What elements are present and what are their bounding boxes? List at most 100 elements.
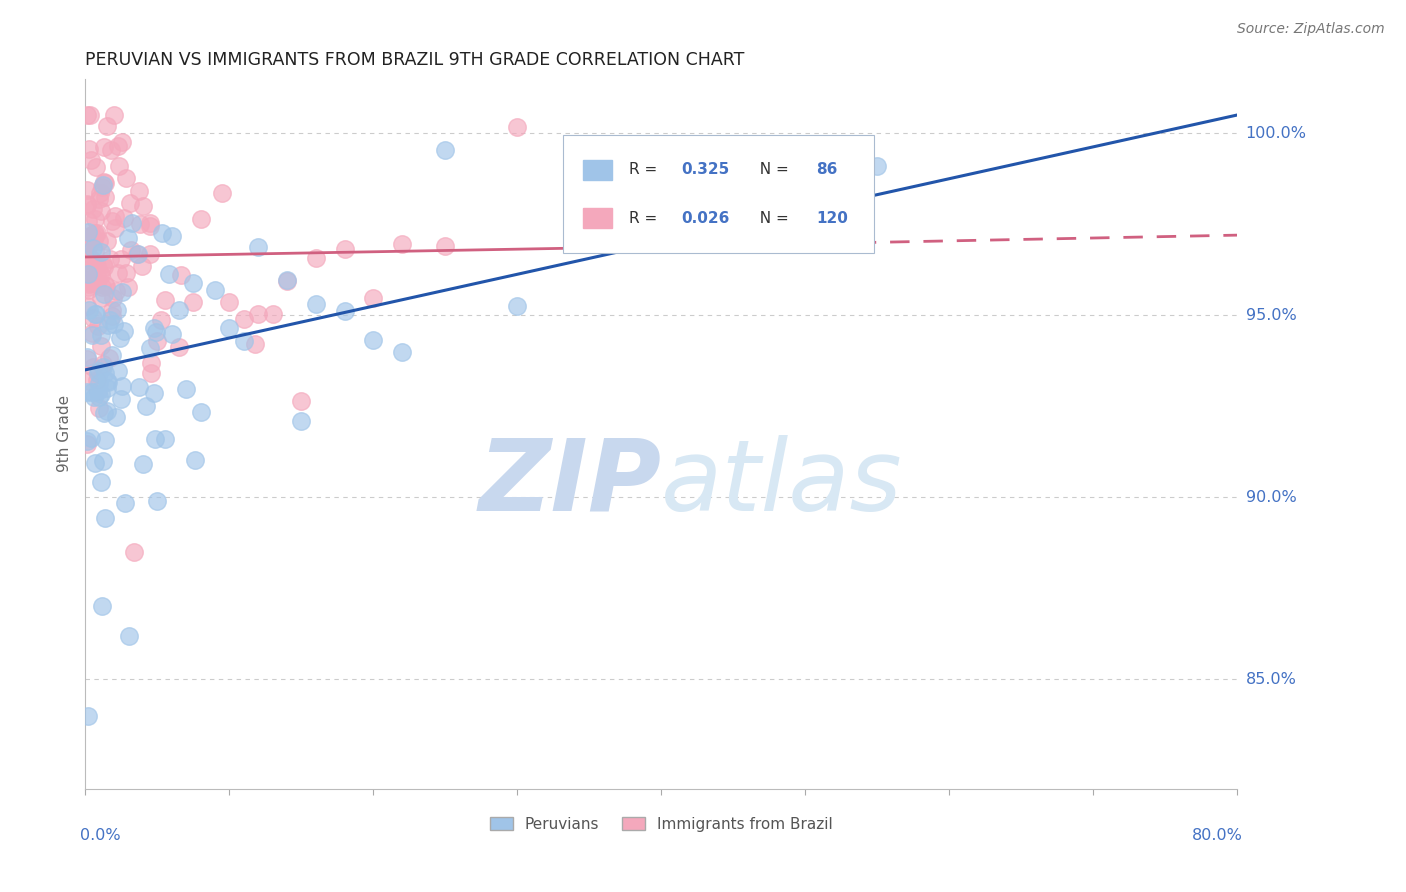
Point [76, 214, 98, 228]
Point [96, 374, 118, 388]
Point [82, 359, 104, 374]
Text: Source: ZipAtlas.com: Source: ZipAtlas.com [1237, 22, 1385, 37]
Point [91, 599, 114, 614]
Point [94, 277, 117, 292]
Point [247, 307, 270, 321]
Point [76, 708, 98, 723]
Point [135, 399, 157, 413]
Point [84, 160, 107, 174]
Point [290, 394, 312, 409]
Point [77, 273, 100, 287]
Point [120, 243, 142, 257]
Point [83, 227, 105, 242]
Point [76, 197, 98, 211]
Point [82, 241, 104, 255]
Point [90, 268, 112, 282]
Point [128, 185, 150, 199]
Point [77, 225, 100, 239]
Point [93, 260, 115, 274]
Point [142, 385, 165, 400]
Point [96, 234, 118, 248]
Point [76, 184, 98, 198]
Point [76, 245, 98, 260]
Point [76, 434, 98, 448]
Point [139, 246, 162, 260]
Point [218, 320, 240, 334]
Point [80, 431, 103, 445]
Point [184, 453, 207, 467]
Point [211, 186, 233, 201]
Text: PERUVIAN VS IMMIGRANTS FROM BRAZIL 9TH GRADE CORRELATION CHART: PERUVIAN VS IMMIGRANTS FROM BRAZIL 9TH G… [86, 51, 745, 69]
Text: ZIP: ZIP [478, 434, 661, 532]
Point [128, 380, 150, 394]
Text: 90.0%: 90.0% [1246, 490, 1296, 505]
Text: 80.0%: 80.0% [1192, 828, 1243, 843]
Text: R =: R = [630, 162, 662, 178]
Point [76, 267, 98, 281]
Point [91, 357, 114, 371]
Point [218, 295, 240, 310]
Point [90, 475, 112, 489]
Point [132, 457, 155, 471]
Point [97, 375, 120, 389]
Point [93, 140, 115, 154]
Point [146, 334, 169, 348]
Point [80, 326, 103, 340]
Point [86, 259, 108, 273]
Point [204, 283, 226, 297]
Point [124, 545, 146, 559]
Point [105, 284, 128, 298]
Point [83, 244, 105, 258]
Point [121, 216, 143, 230]
Point [434, 143, 457, 157]
Point [96, 403, 118, 417]
Point [76, 437, 98, 451]
Point [153, 293, 176, 308]
Point [139, 356, 162, 370]
Point [111, 135, 134, 149]
Point [112, 324, 135, 338]
Point [84, 456, 107, 470]
Point [90, 339, 112, 353]
Point [90, 245, 112, 260]
Point [139, 219, 162, 233]
Point [94, 278, 117, 293]
Point [77, 375, 100, 389]
Point [90, 292, 112, 306]
Point [143, 321, 166, 335]
Point [80, 153, 103, 168]
Text: 86: 86 [815, 162, 838, 178]
Point [93, 175, 115, 189]
Point [101, 310, 124, 324]
Point [83, 232, 105, 246]
Point [107, 266, 129, 280]
Point [104, 210, 127, 224]
Point [276, 273, 298, 287]
Point [91, 359, 114, 374]
Point [110, 392, 132, 406]
Text: 0.0%: 0.0% [80, 828, 121, 843]
Point [145, 325, 167, 339]
Point [120, 195, 142, 210]
Point [97, 318, 120, 332]
Point [333, 303, 356, 318]
Point [76, 351, 98, 366]
Point [132, 199, 155, 213]
Point [305, 297, 328, 311]
Point [104, 221, 127, 235]
Point [866, 159, 889, 173]
Text: atlas: atlas [661, 434, 903, 532]
Point [110, 252, 132, 267]
Point [139, 216, 162, 230]
Point [101, 291, 124, 305]
Point [127, 247, 149, 261]
FancyBboxPatch shape [564, 136, 875, 252]
Point [276, 274, 298, 288]
Point [94, 366, 117, 380]
Point [112, 211, 135, 226]
Point [139, 342, 162, 356]
Point [91, 257, 114, 271]
Point [82, 202, 104, 217]
Point [190, 212, 212, 227]
Point [157, 267, 180, 281]
